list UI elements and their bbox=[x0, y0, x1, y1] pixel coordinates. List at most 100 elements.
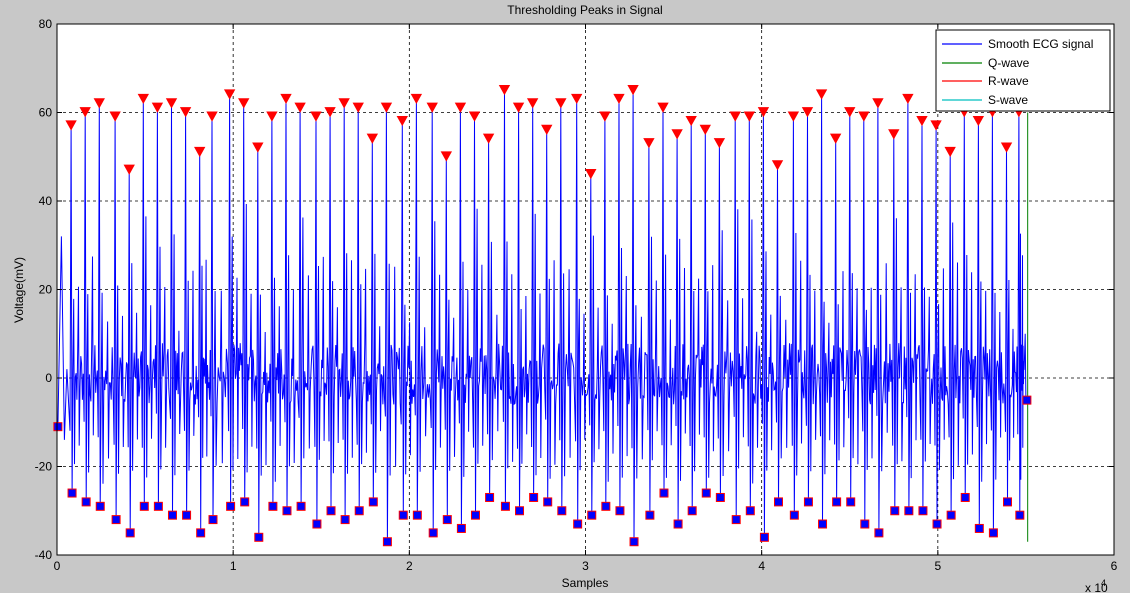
r-peak-marker bbox=[440, 151, 453, 162]
r-peak-marker bbox=[699, 124, 711, 136]
s-point-marker bbox=[67, 488, 77, 498]
r-peak-marker bbox=[294, 102, 306, 113]
x-tick-label: 6 bbox=[1111, 559, 1118, 573]
s-point-marker bbox=[412, 510, 422, 520]
r-peak-marker bbox=[685, 115, 697, 127]
r-peak-marker bbox=[93, 98, 105, 109]
r-peak-marker bbox=[930, 120, 942, 131]
y-tick-label: 80 bbox=[39, 17, 53, 31]
s-point-marker bbox=[715, 492, 725, 502]
r-peak-marker bbox=[238, 98, 250, 109]
s-point-marker bbox=[125, 528, 135, 538]
s-point-marker bbox=[890, 506, 900, 516]
r-peak-marker bbox=[585, 169, 597, 180]
s-point-marker bbox=[167, 510, 177, 520]
s-point-marker bbox=[988, 528, 998, 538]
s-point-marker bbox=[904, 506, 914, 516]
r-peak-marker bbox=[498, 84, 511, 96]
r-peak-marker bbox=[1000, 142, 1013, 153]
r-peak-marker bbox=[916, 115, 928, 127]
r-peak-marker bbox=[787, 111, 800, 122]
r-peak-marker bbox=[426, 102, 438, 113]
r-peak-marker bbox=[252, 142, 264, 153]
s-point-marker bbox=[382, 537, 392, 547]
r-peak-marker bbox=[771, 160, 784, 171]
s-point-marker bbox=[731, 515, 741, 525]
y-tick-label: -20 bbox=[35, 460, 53, 474]
s-point-marker bbox=[759, 532, 769, 542]
s-point-marker bbox=[629, 537, 639, 547]
r-peak-marker bbox=[206, 111, 218, 122]
s-point-marker bbox=[860, 519, 870, 529]
s-point-marker bbox=[153, 501, 163, 511]
s-point-marker bbox=[557, 506, 567, 516]
r-peak-marker bbox=[599, 111, 611, 122]
r-peak-marker bbox=[137, 93, 150, 105]
y-tick-label: 20 bbox=[39, 283, 53, 297]
s-point-marker bbox=[659, 488, 669, 498]
x-tick-label: 0 bbox=[54, 559, 61, 573]
s-point-marker bbox=[442, 515, 452, 525]
r-peak-marker bbox=[757, 107, 770, 118]
s-point-marker bbox=[515, 506, 525, 516]
ecg-signal-line bbox=[57, 90, 1029, 542]
r-peak-marker bbox=[194, 146, 206, 158]
r-peak-marker bbox=[165, 98, 178, 109]
s-point-marker bbox=[960, 492, 970, 502]
s-point-marker bbox=[832, 497, 842, 507]
r-peak-marker bbox=[65, 120, 77, 131]
r-peak-marker bbox=[151, 102, 164, 113]
s-point-marker bbox=[182, 510, 192, 520]
r-peak-marker bbox=[526, 98, 539, 109]
s-point-marker bbox=[368, 497, 378, 507]
s-point-marker bbox=[226, 501, 236, 511]
s-point-marker bbox=[196, 528, 206, 538]
s-point-marker bbox=[645, 510, 655, 520]
r-peak-marker bbox=[79, 107, 91, 118]
s-point-marker bbox=[485, 492, 495, 502]
axis-ticks: 0 1 2 3 4 5 6 -40 -20 0 20 40 60 80 bbox=[35, 17, 1118, 573]
s-point-marker bbox=[803, 497, 813, 507]
r-peak-marker bbox=[338, 98, 350, 109]
s-point-marker bbox=[918, 506, 928, 516]
s-point-marker bbox=[818, 519, 828, 529]
q-point-marker bbox=[53, 422, 63, 432]
s-point-marker bbox=[673, 519, 683, 529]
r-peak-marker bbox=[352, 102, 364, 113]
r-peak-marker bbox=[380, 102, 393, 113]
s-point-marker bbox=[312, 519, 322, 529]
y-tick-label: 0 bbox=[45, 371, 52, 385]
legend-entry-r-wave: R-wave bbox=[988, 74, 1029, 88]
s-point-marker bbox=[282, 506, 292, 516]
y-tick-label: 40 bbox=[39, 194, 53, 208]
s-point-marker bbox=[470, 510, 480, 520]
r-peak-marker bbox=[468, 111, 481, 122]
s-point-marker bbox=[139, 501, 149, 511]
legend-entry-q-wave: Q-wave bbox=[988, 56, 1030, 70]
s-point-marker bbox=[874, 528, 884, 538]
r-peak-marker bbox=[482, 133, 495, 144]
s-point-marker bbox=[1022, 395, 1032, 405]
peak-markers bbox=[53, 84, 1032, 547]
r-peak-marker bbox=[671, 129, 683, 140]
ecg-signal-path bbox=[57, 90, 1027, 542]
s-point-marker bbox=[773, 497, 783, 507]
r-peak-marker bbox=[729, 111, 741, 122]
r-peak-marker bbox=[743, 111, 756, 122]
r-peak-marker bbox=[713, 138, 726, 149]
s-point-marker bbox=[95, 501, 105, 511]
s-point-marker bbox=[354, 506, 364, 516]
s-point-marker bbox=[111, 515, 121, 525]
s-point-marker bbox=[543, 497, 553, 507]
r-peak-marker bbox=[396, 115, 408, 127]
x-axis-exponent: x 10 bbox=[1085, 581, 1108, 593]
s-point-marker bbox=[601, 501, 611, 511]
r-peak-marker bbox=[454, 102, 467, 113]
r-peak-marker bbox=[555, 98, 567, 109]
s-point-marker bbox=[932, 519, 942, 529]
s-point-marker bbox=[587, 510, 597, 520]
s-point-marker bbox=[846, 497, 856, 507]
r-peak-marker bbox=[571, 93, 583, 105]
s-point-marker bbox=[254, 532, 264, 542]
legend: Smooth ECG signal Q-wave R-wave S-wave bbox=[935, 29, 1111, 112]
